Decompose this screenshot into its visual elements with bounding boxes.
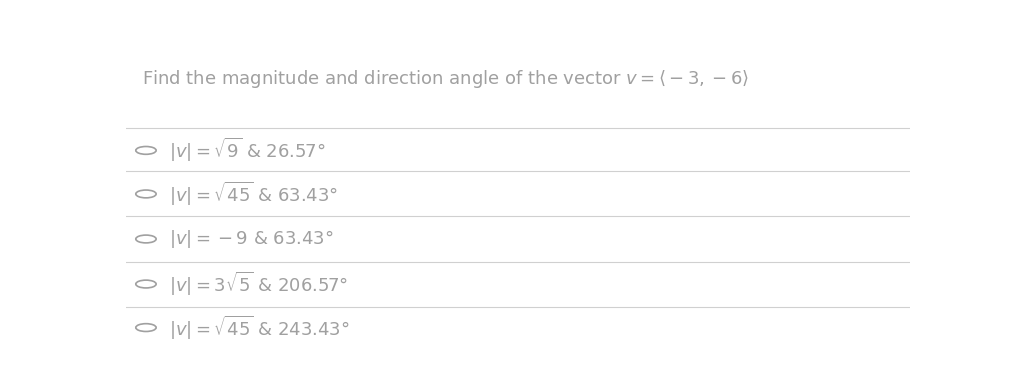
Text: $|v| = 3\sqrt{5}$ & 206.57°: $|v| = 3\sqrt{5}$ & 206.57° [170, 270, 349, 298]
Text: $|v| = -9$ & 63.43°: $|v| = -9$ & 63.43° [170, 228, 335, 250]
Text: $|v| = \sqrt{9}$ & 26.57°: $|v| = \sqrt{9}$ & 26.57° [170, 136, 326, 165]
Text: $|v| = \sqrt{45}$ & 243.43°: $|v| = \sqrt{45}$ & 243.43° [170, 314, 350, 342]
Text: Find the magnitude and direction angle of the vector $v=\langle -3, -6\rangle$: Find the magnitude and direction angle o… [142, 68, 749, 90]
Text: $|v| = \sqrt{45}$ & 63.43°: $|v| = \sqrt{45}$ & 63.43° [170, 180, 339, 208]
